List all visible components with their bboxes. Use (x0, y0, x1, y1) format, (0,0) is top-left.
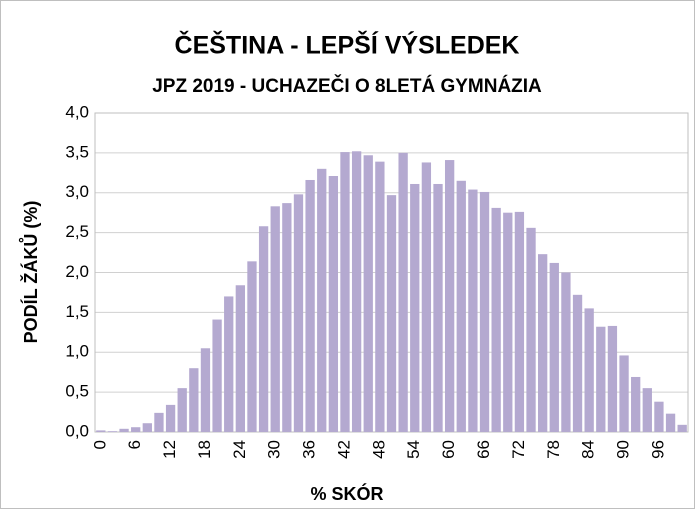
y-tick-label: 3,5 (65, 142, 89, 161)
y-tick-label: 4,0 (65, 102, 89, 121)
y-tick-label: 3,0 (65, 182, 89, 201)
bar (142, 423, 152, 432)
bar (189, 368, 199, 432)
x-tick-label: 72 (509, 440, 528, 459)
bar (584, 308, 594, 432)
bar (177, 388, 187, 432)
x-tick-label: 30 (265, 440, 284, 459)
bar (247, 261, 257, 432)
x-tick-label: 24 (230, 440, 249, 459)
bar (596, 326, 606, 432)
x-tick-label: 78 (544, 440, 563, 459)
bar (572, 294, 583, 432)
bar (421, 162, 432, 432)
bar (538, 254, 548, 432)
x-tick-label: 48 (369, 440, 388, 459)
bar (410, 183, 420, 432)
bar (654, 401, 664, 432)
bar (363, 155, 373, 432)
bar (351, 151, 362, 432)
y-axis-label: PODÍL ŽÁKŮ (%) (19, 201, 41, 344)
bar (258, 226, 269, 432)
bar (386, 195, 397, 432)
y-tick-label: 1,5 (65, 302, 89, 321)
y-tick-label: 2,5 (65, 222, 89, 241)
bar (468, 189, 478, 432)
bar (677, 424, 687, 432)
bar (96, 430, 106, 432)
bar (642, 388, 652, 432)
bar (479, 191, 490, 432)
bar (526, 227, 536, 432)
bar (235, 285, 245, 432)
x-tick-label: 60 (439, 440, 458, 459)
bar (456, 180, 466, 432)
bar (631, 376, 641, 432)
chart-title: ČEŠTINA - LEPŠÍ VÝSLEDEK (175, 30, 520, 60)
x-tick-label: 42 (334, 440, 353, 459)
bar (398, 152, 408, 432)
bar (503, 212, 513, 432)
bar (375, 161, 385, 432)
y-tick-label: 2,0 (65, 262, 89, 281)
bar (619, 355, 629, 432)
y-tick-label: 1,0 (65, 342, 89, 361)
bar (444, 160, 455, 433)
x-tick-label: 18 (195, 440, 214, 459)
chart-subtitle: JPZ 2019 - UCHAZEČI O 8LETÁ GYMNÁZIA (152, 75, 542, 97)
y-tick-label: 0,0 (65, 421, 89, 440)
bar (293, 194, 304, 432)
bar (131, 427, 141, 432)
bar (165, 404, 176, 432)
bar (119, 428, 129, 432)
x-tick-label: 84 (579, 440, 598, 459)
x-tick-label: 54 (404, 440, 423, 459)
bar (154, 412, 164, 432)
x-tick-label: 66 (474, 440, 493, 459)
bar (224, 296, 234, 432)
x-tick-label: 96 (648, 440, 667, 459)
bar (305, 179, 315, 432)
bar (433, 183, 443, 432)
bar (514, 211, 525, 432)
bar (561, 272, 571, 432)
bar (212, 319, 222, 432)
bar (491, 207, 501, 432)
bar (607, 325, 618, 432)
bar (200, 348, 211, 432)
x-tick-label: 36 (300, 440, 319, 459)
bar (107, 431, 118, 432)
bar (317, 168, 327, 432)
bar (549, 262, 559, 432)
bar (328, 176, 339, 432)
x-tick-label: 90 (614, 440, 633, 459)
x-tick-label: 6 (125, 440, 144, 449)
bar (282, 203, 292, 432)
x-tick-label: 0 (90, 440, 109, 449)
y-tick-label: 0,5 (65, 382, 89, 401)
bar (340, 152, 350, 432)
x-axis-label: % SKÓR (310, 483, 383, 504)
bar (270, 206, 280, 432)
bar (665, 413, 676, 432)
x-tick-label: 12 (160, 440, 179, 459)
